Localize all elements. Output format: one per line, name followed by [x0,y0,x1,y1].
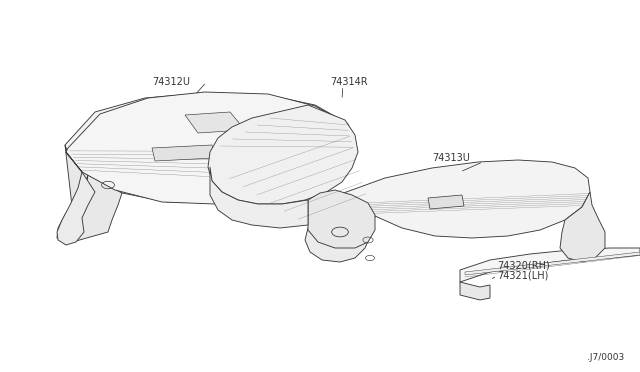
Text: 74312U: 74312U [152,77,190,87]
Text: 74321(LH): 74321(LH) [497,270,548,280]
Polygon shape [210,167,308,228]
Polygon shape [338,160,590,238]
Polygon shape [305,195,375,262]
Polygon shape [428,195,464,209]
Text: 74313U: 74313U [432,153,470,163]
Polygon shape [57,152,95,245]
Polygon shape [308,190,375,248]
Polygon shape [152,145,215,161]
Polygon shape [460,282,490,300]
Polygon shape [465,252,640,275]
Polygon shape [208,105,358,204]
Polygon shape [460,248,640,282]
Polygon shape [66,92,354,204]
Text: 74314R: 74314R [330,77,367,87]
Polygon shape [65,93,352,203]
Text: .J7/0003: .J7/0003 [587,353,624,362]
Polygon shape [57,145,122,244]
Polygon shape [185,112,245,133]
Polygon shape [560,192,605,262]
Text: 74320(RH): 74320(RH) [497,260,550,270]
